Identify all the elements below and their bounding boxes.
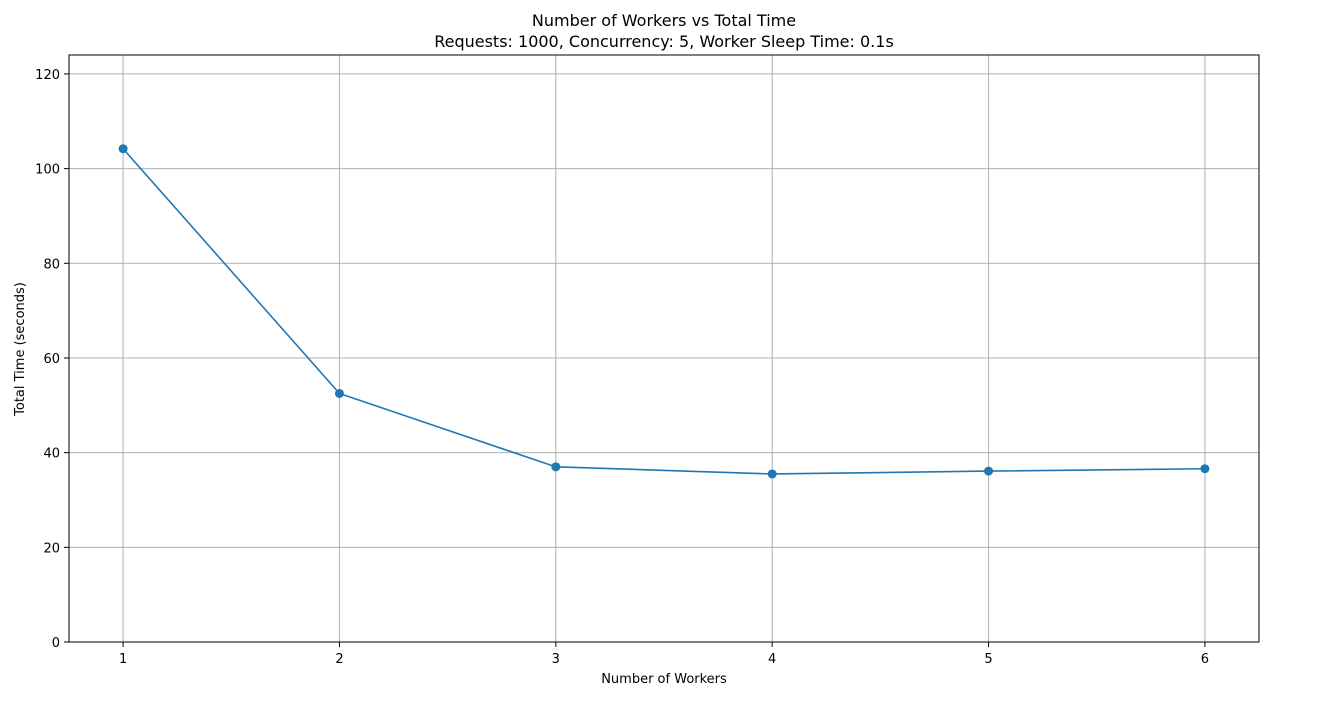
y-axis-label: Total Time (seconds) <box>13 282 28 417</box>
data-series <box>118 144 1210 479</box>
x-tick-label: 6 <box>1201 652 1209 667</box>
x-tick-label: 3 <box>552 652 560 667</box>
data-point <box>984 466 994 476</box>
y-tick-label: 60 <box>43 352 60 367</box>
plot-frame <box>68 54 1260 643</box>
y-tick-label: 80 <box>43 257 60 272</box>
y-tick-label: 20 <box>43 541 60 556</box>
y-tick-label: 0 <box>52 636 60 651</box>
y-tick-label: 120 <box>35 68 60 83</box>
x-tick-label: 2 <box>335 652 343 667</box>
chart-title: Number of Workers vs Total Time <box>532 11 796 30</box>
grid-lines <box>69 55 1259 643</box>
data-point <box>1200 464 1210 474</box>
data-point <box>767 469 777 479</box>
data-point <box>334 388 344 398</box>
x-tick-label: 5 <box>984 652 992 667</box>
y-tick-label: 40 <box>43 447 60 462</box>
chart-subtitle: Requests: 1000, Concurrency: 5, Worker S… <box>434 32 894 51</box>
x-tick-label: 4 <box>768 652 776 667</box>
data-point <box>118 144 128 154</box>
x-tick-label: 1 <box>119 652 127 667</box>
y-tick-label: 100 <box>35 163 60 178</box>
x-axis-label: Number of Workers <box>601 672 727 687</box>
series-line <box>122 148 1205 475</box>
data-point <box>551 462 561 472</box>
